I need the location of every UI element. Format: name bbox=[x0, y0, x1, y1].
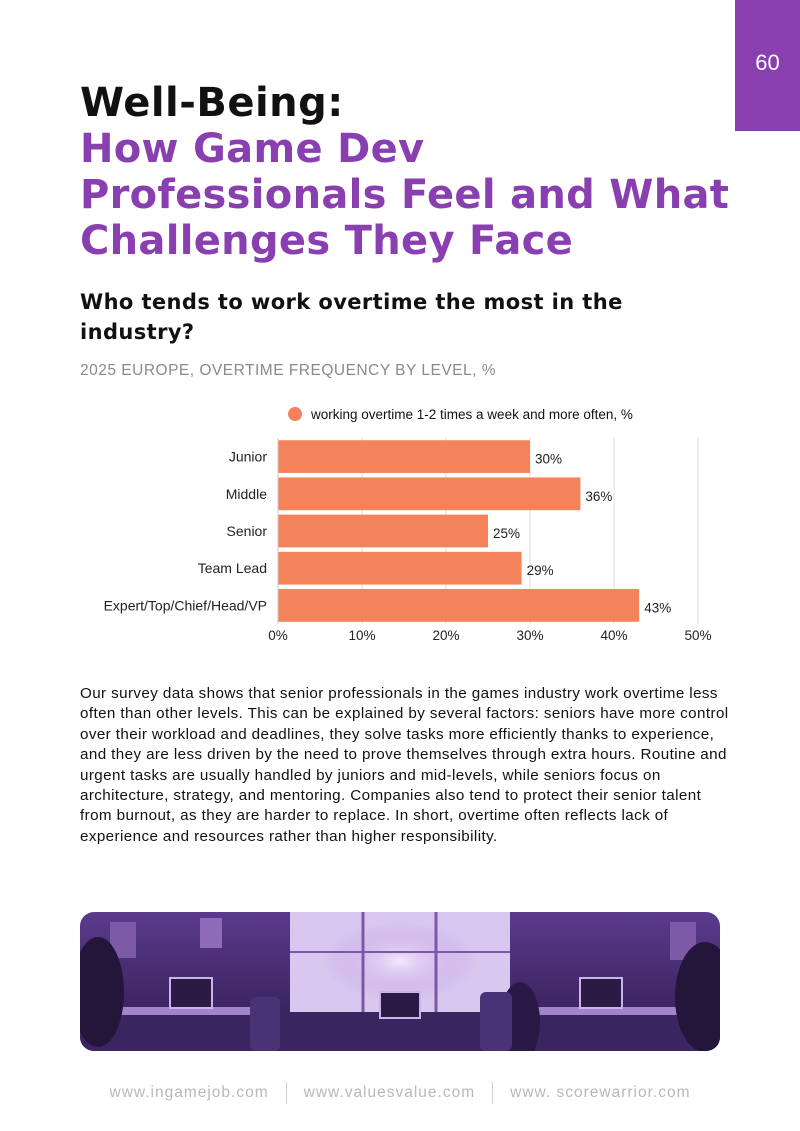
footer-divider bbox=[492, 1082, 494, 1104]
page-title: Well-Being: bbox=[80, 80, 344, 126]
body-paragraph: Our survey data shows that senior profes… bbox=[80, 685, 729, 845]
data-label: 43% bbox=[644, 600, 671, 615]
bar bbox=[278, 514, 488, 548]
category-label: Team Lead bbox=[198, 560, 267, 576]
section-question: Who tends to work overtime the most in t… bbox=[80, 290, 623, 344]
bar bbox=[278, 477, 581, 511]
page-number: 60 bbox=[755, 50, 780, 75]
bar bbox=[278, 589, 640, 622]
x-tick-label: 10% bbox=[348, 628, 375, 643]
category-label: Junior bbox=[229, 449, 267, 465]
bar bbox=[278, 551, 522, 585]
x-tick-label: 50% bbox=[684, 628, 711, 643]
chart-caption: 2025 EUROPE, OVERTIME FREQUENCY BY LEVEL… bbox=[80, 362, 497, 379]
category-label: Senior bbox=[227, 523, 268, 539]
legend-marker bbox=[288, 407, 302, 421]
data-label: 36% bbox=[585, 489, 612, 504]
category-label: Middle bbox=[226, 486, 267, 502]
overtime-bar-chart: working overtime 1-2 times a week and mo… bbox=[60, 398, 760, 658]
footer: www.ingamejob.com www.valuesvalue.com ww… bbox=[0, 1082, 800, 1104]
data-label: 30% bbox=[535, 452, 562, 467]
x-tick-label: 0% bbox=[268, 628, 288, 643]
data-label: 25% bbox=[493, 526, 520, 541]
x-tick-label: 30% bbox=[516, 628, 543, 643]
footer-divider bbox=[285, 1082, 287, 1104]
data-label: 29% bbox=[527, 563, 554, 578]
footer-link-ingamejob[interactable]: www.ingamejob.com bbox=[109, 1084, 269, 1101]
legend-label: working overtime 1-2 times a week and mo… bbox=[310, 407, 633, 422]
page-number-tab bbox=[735, 0, 800, 131]
category-label: Expert/Top/Chief/Head/VP bbox=[104, 597, 267, 613]
x-tick-label: 40% bbox=[600, 628, 627, 643]
footer-link-scorewarrior[interactable]: www. scorewarrior.com bbox=[510, 1084, 691, 1101]
footer-link-valuesvalue[interactable]: www.valuesvalue.com bbox=[303, 1084, 476, 1101]
office-illustration bbox=[80, 912, 720, 1051]
x-tick-label: 20% bbox=[432, 628, 459, 643]
chart-canvas: working overtime 1-2 times a week and mo… bbox=[104, 407, 712, 643]
page-subtitle: How Game Dev Professionals Feel and What… bbox=[80, 126, 730, 264]
bar bbox=[278, 440, 530, 473]
